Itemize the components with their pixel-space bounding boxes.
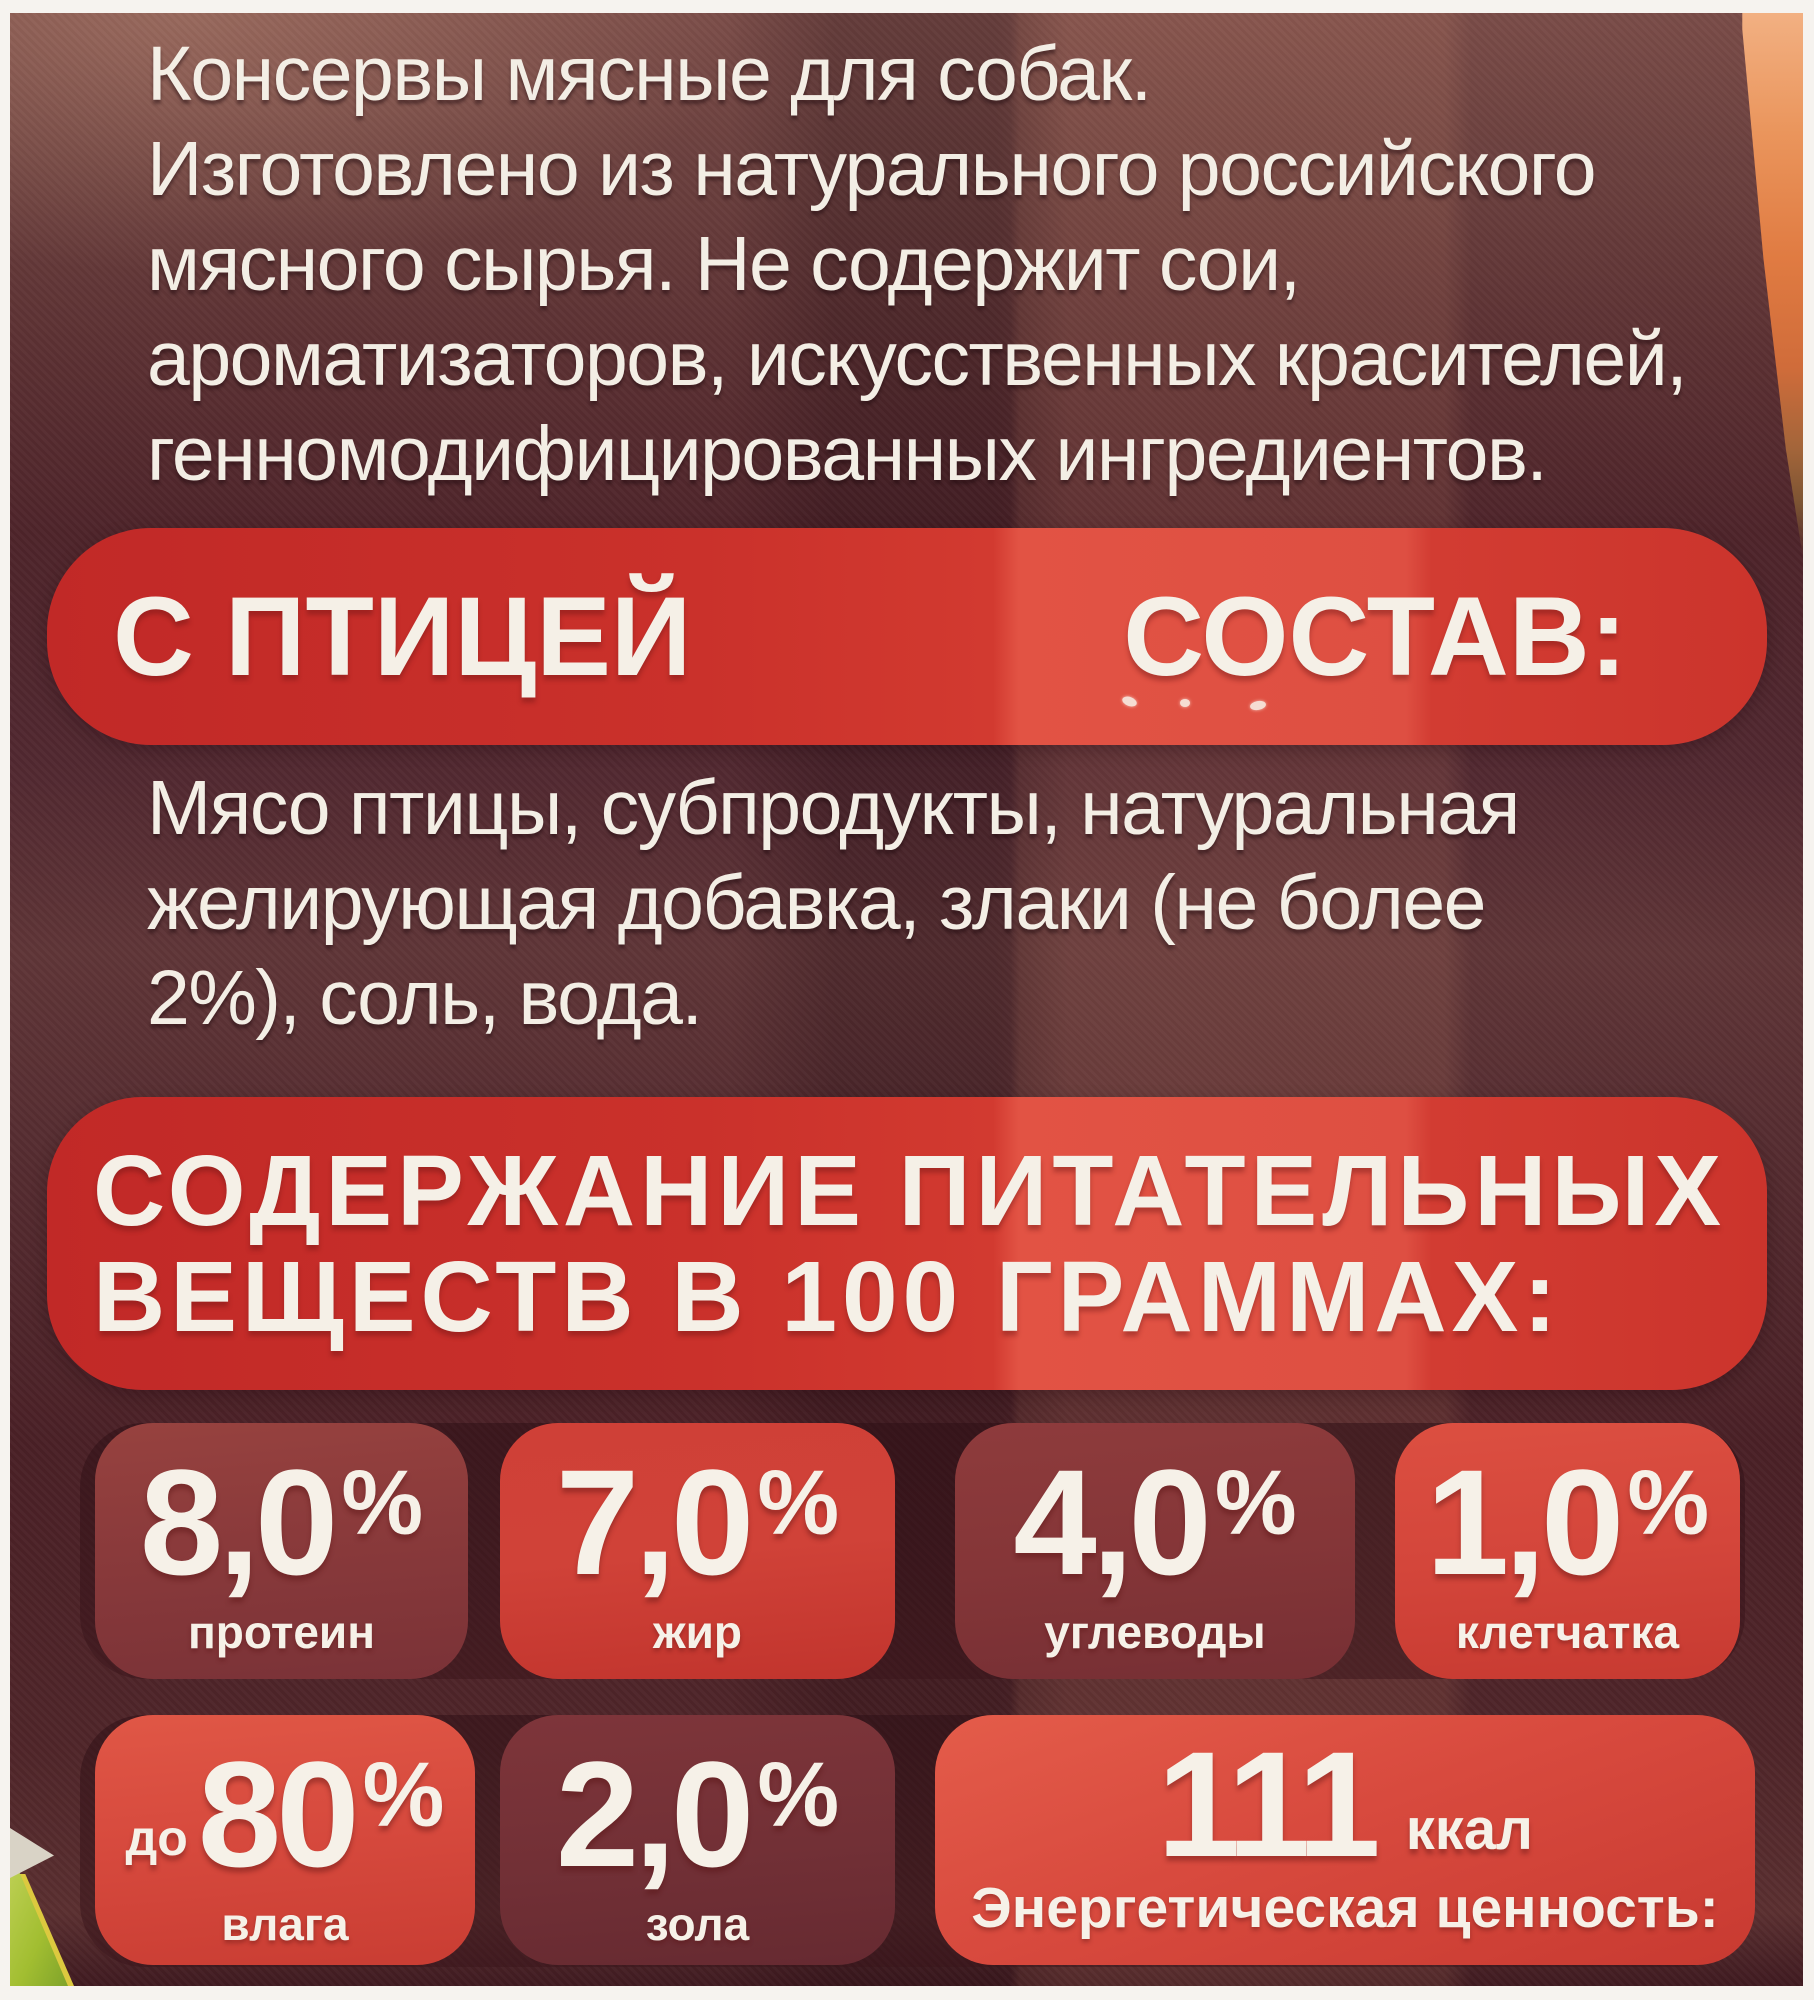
intro-line: Консервы мясные для собак. bbox=[147, 31, 1152, 117]
nutrient-value: 4,0 % bbox=[1013, 1447, 1296, 1597]
nutrient-value: до 80 % bbox=[126, 1739, 445, 1889]
composition-line: желирующая добавка, злаки (не более bbox=[147, 860, 1486, 946]
nutrient-unit: % bbox=[362, 1744, 445, 1846]
flavor-banner: С ПТИЦЕЙ СОСТАВ: bbox=[47, 528, 1767, 745]
nutrient-unit: % bbox=[757, 1452, 840, 1554]
nutrient-box-fat: 7,0 % жир bbox=[500, 1423, 895, 1679]
intro-line: генномодифицированных ингредиентов. bbox=[147, 411, 1548, 497]
nutrient-unit: % bbox=[341, 1452, 424, 1554]
artwork-pale-corner bbox=[10, 1828, 54, 1878]
nutrition-heading-line: СОДЕРЖАНИЕ ПИТАТЕЛЬНЫХ bbox=[93, 1134, 1727, 1247]
nutrient-label: Энергетическая ценность: bbox=[971, 1876, 1719, 1940]
nutrient-unit: % bbox=[1627, 1452, 1710, 1554]
nutrition-heading-banner: СОДЕРЖАНИЕ ПИТАТЕЛЬНЫХ ВЕЩЕСТВ В 100 ГРА… bbox=[47, 1097, 1767, 1390]
nutrient-number: 4,0 bbox=[1013, 1438, 1212, 1606]
can-label: Консервы мясные для собак. Изготовлено и… bbox=[10, 13, 1803, 1986]
label-scratch-speck bbox=[1180, 699, 1190, 707]
nutrient-number: 2,0 bbox=[555, 1730, 755, 1898]
composition-heading: СОСТАВ: bbox=[1123, 574, 1627, 699]
artwork-orange-edge bbox=[1742, 13, 1803, 558]
nutrient-box-moisture: до 80 % влага bbox=[95, 1715, 475, 1965]
intro-line: мясного сырья. Не содержит сои, bbox=[147, 221, 1301, 307]
nutrient-unit: % bbox=[757, 1744, 840, 1846]
nutrient-number: 8,0 bbox=[139, 1438, 339, 1606]
nutrient-box-energy: 111 ккал Энергетическая ценность: bbox=[935, 1715, 1755, 1965]
composition-line: Мясо птицы, субпродукты, натуральная bbox=[147, 765, 1520, 851]
nutrient-label: влага bbox=[221, 1898, 349, 1950]
nutrient-prefix: до bbox=[125, 1810, 188, 1866]
nutrient-unit: % bbox=[1214, 1452, 1297, 1554]
nutrient-label: клетчатка bbox=[1455, 1606, 1680, 1658]
nutrient-number: 7,0 bbox=[555, 1438, 755, 1606]
nutrient-label: углеводы bbox=[1044, 1606, 1266, 1658]
composition-line: 2%), соль, вода. bbox=[147, 955, 703, 1041]
nutrient-number: 111 bbox=[1157, 1720, 1381, 1888]
nutrient-box-protein: 8,0 % протеин bbox=[95, 1423, 468, 1679]
nutrient-number: 80 bbox=[197, 1730, 360, 1898]
intro-line: ароматизаторов, искусственных красителей… bbox=[147, 316, 1688, 402]
nutrient-value: 7,0 % bbox=[556, 1447, 839, 1597]
nutrient-box-ash: 2,0 % зола bbox=[500, 1715, 895, 1965]
intro-line: Изготовлено из натурального российского bbox=[147, 126, 1597, 212]
nutrient-value: 8,0 % bbox=[140, 1447, 423, 1597]
nutrition-heading-line: ВЕЩЕСТВ В 100 ГРАММАХ: bbox=[93, 1240, 1562, 1353]
flavor-title: С ПТИЦЕЙ bbox=[113, 574, 692, 699]
nutrient-number: 1,0 bbox=[1425, 1438, 1625, 1606]
nutrient-label: зола bbox=[645, 1898, 750, 1950]
nutrient-unit: ккал bbox=[1405, 1797, 1533, 1862]
artwork-green-corner bbox=[10, 1872, 68, 1986]
nutrient-value: 111 ккал bbox=[1157, 1729, 1533, 1879]
composition-paragraph: Мясо птицы, субпродукты, натуральная жел… bbox=[147, 761, 1520, 1046]
nutrient-value: 2,0 % bbox=[556, 1739, 839, 1889]
nutrient-box-carbs: 4,0 % углеводы bbox=[955, 1423, 1355, 1679]
nutrient-value: 1,0 % bbox=[1426, 1447, 1709, 1597]
nutrient-label: жир bbox=[653, 1606, 742, 1658]
nutrient-box-fiber: 1,0 % клетчатка bbox=[1395, 1423, 1740, 1679]
intro-paragraph: Консервы мясные для собак. Изготовлено и… bbox=[147, 27, 1688, 502]
nutrient-label: протеин bbox=[187, 1606, 375, 1658]
